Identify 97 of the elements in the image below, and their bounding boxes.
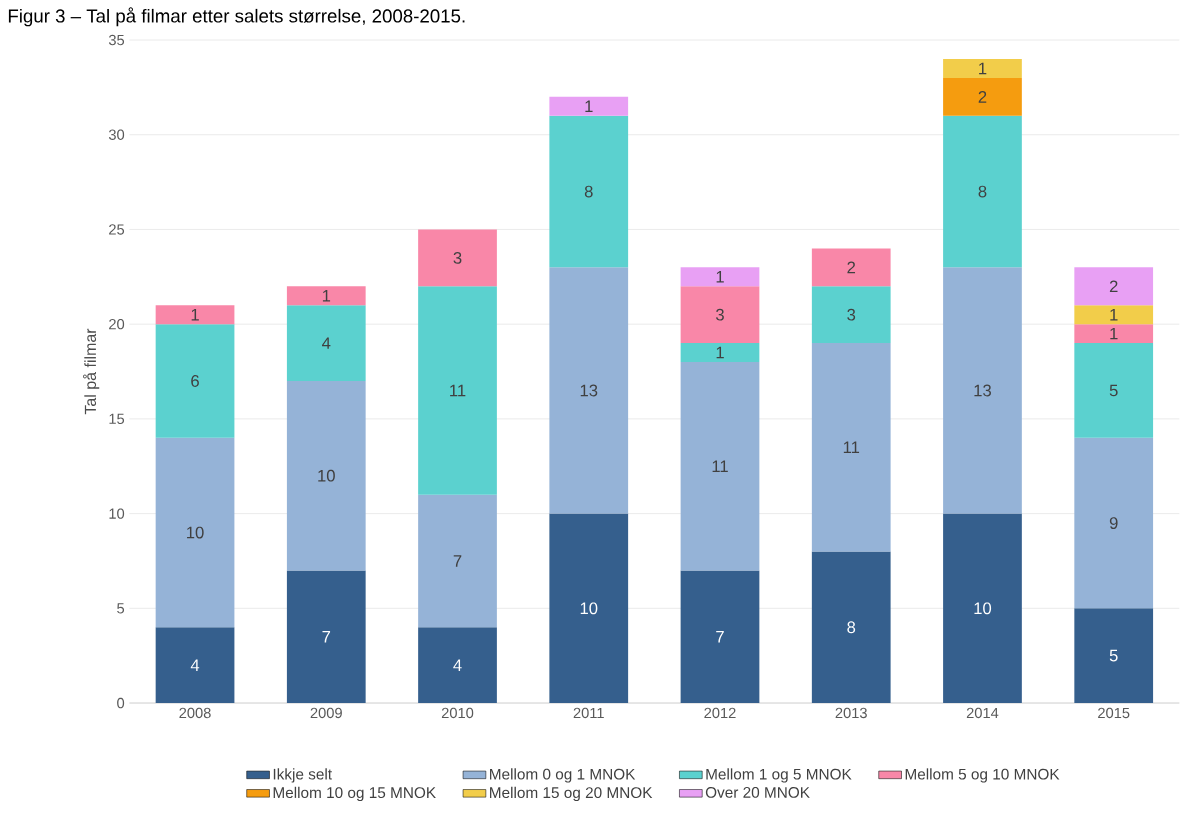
y-tick-label: 20: [109, 319, 125, 330]
legend-label: Over 20 MNOK: [705, 787, 810, 798]
bar: [1074, 343, 1154, 438]
x-tick-label: 2013: [835, 707, 867, 719]
x-tick-label: 2011: [573, 707, 604, 719]
bar: [549, 96, 629, 116]
y-tick-label: 0: [117, 697, 125, 709]
bar: [549, 513, 629, 704]
y-tick-label: 15: [109, 413, 125, 425]
data-label: 4: [453, 659, 462, 671]
data-label: 1: [322, 290, 331, 302]
data-label: 1: [191, 309, 199, 321]
bar: [418, 229, 497, 287]
bar: [549, 115, 629, 268]
bar: [680, 570, 760, 704]
bar: [943, 267, 1022, 514]
data-label: 2: [978, 91, 987, 103]
y-tick-label: 5: [117, 603, 125, 614]
data-label: 2: [847, 261, 856, 274]
bar: [155, 324, 235, 438]
bar: [943, 513, 1022, 704]
legend-label: Mellom 10 og 15 MNOK: [273, 786, 436, 802]
data-label: 10: [318, 469, 335, 482]
bar: [1074, 608, 1154, 704]
data-label: 3: [715, 308, 724, 321]
legend-label: Mellom 5 og 10 MNOK: [905, 768, 1060, 783]
bar: [1074, 267, 1154, 306]
bar: [943, 115, 1022, 268]
data-label: 5: [1109, 384, 1118, 397]
bar: [811, 343, 891, 552]
bar: [680, 267, 760, 287]
data-label: 4: [190, 659, 200, 671]
data-label: 8: [847, 621, 856, 634]
legend-label: Ikkje selt: [273, 768, 332, 783]
legend-label: Mellom 1 og 5 MNOK: [706, 768, 852, 783]
data-label: 11: [450, 384, 466, 397]
data-label: 2: [1109, 280, 1118, 293]
x-tick-label: 2010: [441, 707, 474, 719]
bar: [680, 286, 760, 344]
bar: [680, 343, 760, 363]
bar: [943, 59, 1022, 78]
data-label: 7: [453, 555, 462, 567]
data-label: 4: [322, 337, 331, 349]
data-label: 10: [974, 602, 992, 615]
data-label: 7: [716, 631, 724, 643]
data-label: 1: [1110, 309, 1118, 321]
y-tick-label: 25: [109, 224, 125, 235]
bar: [1074, 437, 1154, 609]
bar: [418, 286, 497, 495]
bar: [418, 627, 497, 704]
bar: [680, 362, 760, 571]
bar: [418, 494, 497, 628]
data-label: 1: [716, 271, 724, 283]
x-tick-label: 2008: [179, 707, 211, 719]
data-label: 3: [453, 252, 462, 264]
bar: [811, 286, 891, 344]
data-label: 9: [1109, 517, 1118, 530]
y-tick-label: 10: [109, 508, 125, 519]
data-label: 11: [712, 460, 728, 473]
data-label: 1: [1110, 328, 1118, 340]
data-label: 13: [580, 384, 598, 397]
data-label: 1: [585, 100, 593, 113]
bar: [943, 78, 1022, 116]
bar: [155, 437, 235, 628]
data-label: 10: [580, 602, 598, 615]
data-label: 7: [322, 631, 331, 643]
bar: [286, 305, 366, 382]
y-tick-label: 30: [108, 129, 125, 141]
x-tick-label: 2015: [1098, 707, 1130, 719]
data-label: 10: [187, 526, 204, 539]
data-label: 8: [978, 185, 987, 198]
bar: [155, 627, 235, 704]
data-label: 1: [979, 62, 987, 75]
bar: [155, 305, 235, 325]
data-label: 6: [191, 375, 199, 388]
data-label: 1: [716, 346, 724, 359]
legend-label: Mellom 0 og 1 MNOK: [490, 768, 636, 783]
data-label: 8: [584, 185, 593, 198]
chart-title: Figur 3 – Tal på filmar etter salets størrelse, 2008-2015.: [8, 7, 465, 27]
x-tick-label: 2014: [966, 707, 999, 719]
bar: [286, 286, 366, 306]
y-tick-label: 35: [108, 34, 125, 46]
data-label: 3: [847, 308, 856, 321]
bar: [286, 570, 366, 704]
bar: [811, 551, 891, 704]
data-label: 11: [843, 441, 860, 454]
y-axis-title: Tal på filmar: [82, 328, 100, 415]
x-tick-label: 2009: [310, 707, 342, 719]
data-label: 13: [974, 384, 991, 397]
bar: [1074, 305, 1154, 325]
bar: [286, 381, 366, 571]
data-label: 5: [1109, 649, 1118, 662]
x-tick-label: 2012: [704, 707, 736, 719]
bar: [549, 267, 629, 514]
bar: [1074, 324, 1154, 344]
legend-label: Mellom 15 og 20 MNOK: [490, 786, 653, 802]
bar: [811, 248, 891, 287]
